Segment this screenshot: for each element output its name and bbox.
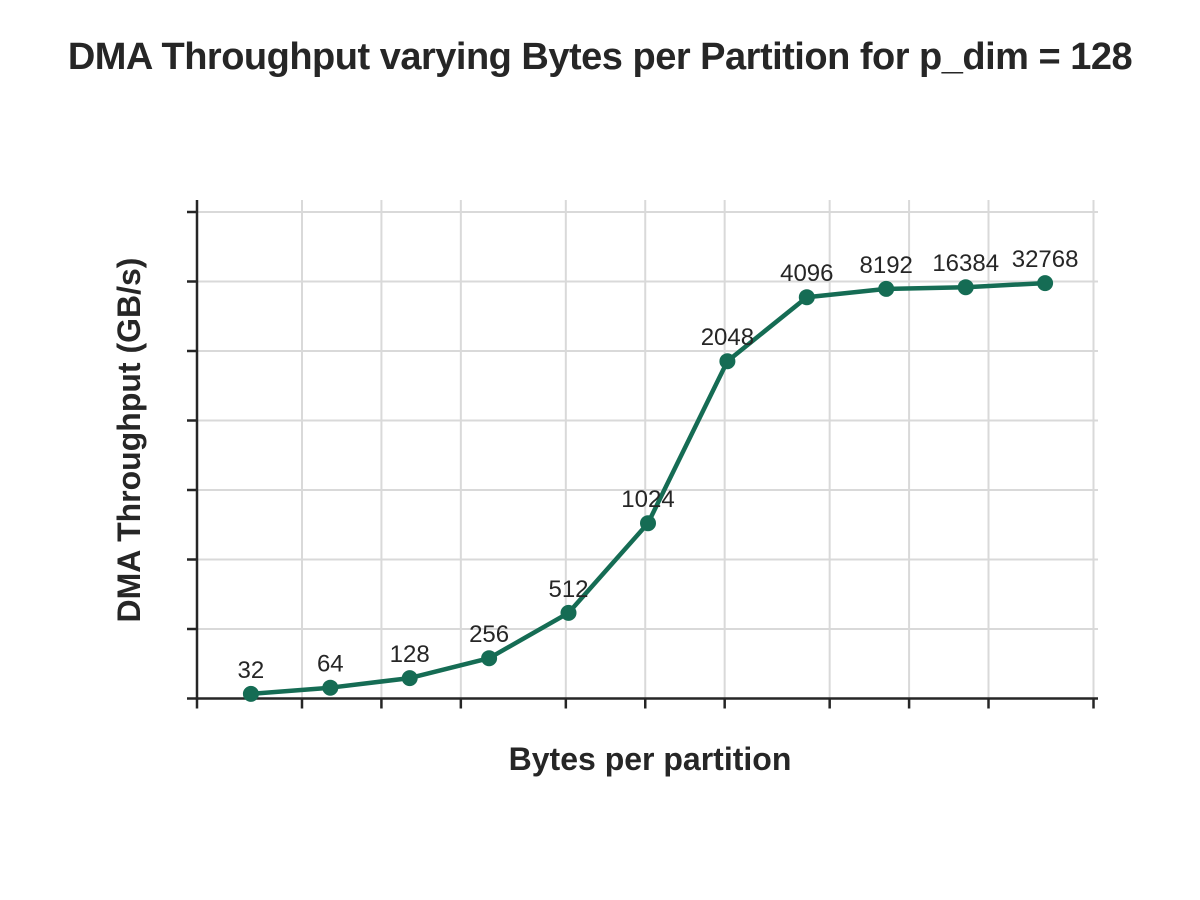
data-point <box>798 289 815 306</box>
data-point <box>481 650 498 667</box>
data-point <box>957 279 974 296</box>
point-label: 32 <box>238 657 265 684</box>
point-label: 64 <box>317 651 344 678</box>
point-label: 32768 <box>1012 246 1079 273</box>
data-point <box>322 679 339 696</box>
data-point <box>878 280 895 297</box>
point-label: 1024 <box>621 486 674 513</box>
point-label: 2048 <box>701 324 754 351</box>
point-label: 4096 <box>780 260 833 287</box>
data-point <box>242 685 259 702</box>
chart-title: DMA Throughput varying Bytes per Partiti… <box>67 36 1133 78</box>
point-label: 128 <box>390 641 430 668</box>
data-point <box>640 515 656 532</box>
data-point <box>401 670 418 687</box>
data-point <box>1037 275 1054 292</box>
point-label: 512 <box>548 576 588 603</box>
data-point <box>560 604 577 621</box>
data-point <box>719 353 736 370</box>
point-label: 256 <box>469 621 509 648</box>
x-axis-label: Bytes per partition <box>508 741 792 777</box>
point-label: 8192 <box>860 252 913 279</box>
point-label: 16384 <box>932 250 999 277</box>
